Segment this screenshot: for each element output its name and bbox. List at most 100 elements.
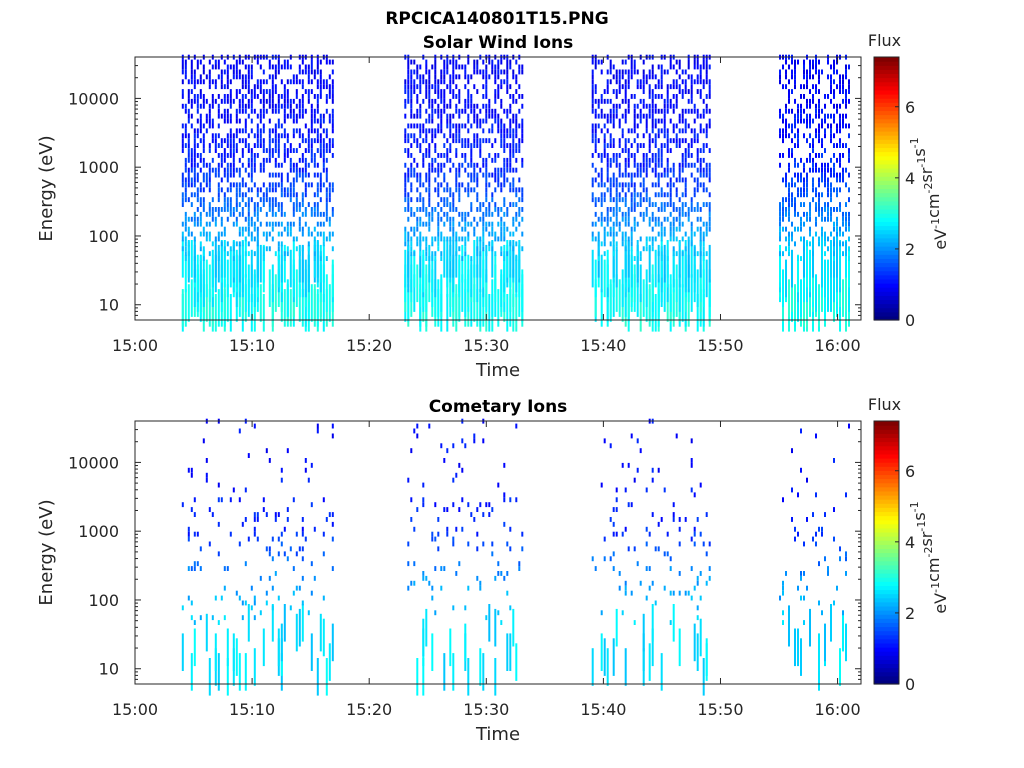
flux-mark bbox=[636, 84, 639, 90]
flux-mark bbox=[437, 192, 440, 198]
flux-mark bbox=[675, 264, 678, 303]
flux-mark bbox=[482, 84, 485, 90]
flux-mark bbox=[214, 240, 217, 278]
flux-mark bbox=[470, 108, 473, 114]
flux-mark bbox=[633, 94, 636, 99]
flux-mark bbox=[407, 216, 410, 222]
flux-mark bbox=[788, 94, 790, 99]
flux-mark bbox=[618, 118, 621, 124]
flux-mark bbox=[669, 566, 672, 571]
flux-mark bbox=[464, 216, 467, 222]
flux-mark bbox=[199, 221, 202, 227]
flux-mark bbox=[648, 113, 651, 119]
flux-mark bbox=[845, 240, 847, 278]
flux-mark bbox=[232, 633, 235, 671]
flux-mark bbox=[806, 69, 808, 75]
flux-mark bbox=[512, 167, 515, 173]
flux-mark bbox=[250, 177, 253, 183]
flux-mark bbox=[839, 556, 841, 562]
flux-mark bbox=[271, 221, 274, 227]
flux-mark bbox=[193, 162, 196, 168]
flux-mark bbox=[648, 566, 651, 571]
flux-mark bbox=[518, 246, 521, 252]
flux-mark bbox=[310, 462, 313, 468]
flux-mark bbox=[827, 236, 829, 242]
flux-mark bbox=[615, 89, 618, 94]
flux-mark bbox=[268, 103, 271, 109]
flux-mark bbox=[217, 123, 220, 129]
flux-mark bbox=[494, 658, 497, 696]
flux-mark bbox=[788, 153, 790, 158]
flux-mark bbox=[812, 98, 814, 104]
flux-mark bbox=[425, 133, 428, 139]
flux-mark bbox=[594, 113, 597, 119]
flux-mark bbox=[666, 157, 669, 163]
flux-mark bbox=[407, 148, 410, 153]
flux-mark bbox=[193, 211, 196, 217]
flux-mark bbox=[455, 74, 458, 80]
flux-mark bbox=[791, 192, 793, 198]
flux-mark bbox=[452, 236, 455, 242]
flux-mark bbox=[657, 521, 660, 527]
flux-mark bbox=[660, 162, 663, 168]
flux-mark bbox=[455, 108, 458, 114]
flux-mark bbox=[594, 177, 597, 183]
flux-mark bbox=[410, 79, 413, 85]
flux-mark bbox=[199, 79, 202, 85]
flux-mark bbox=[842, 167, 844, 173]
flux-mark bbox=[181, 143, 184, 148]
flux-mark bbox=[304, 123, 307, 129]
flux-mark bbox=[455, 240, 458, 278]
flux-mark bbox=[319, 211, 322, 217]
flux-mark bbox=[681, 207, 684, 212]
flux-mark bbox=[821, 531, 823, 537]
colorbar-step bbox=[874, 172, 899, 177]
flux-mark bbox=[488, 231, 491, 237]
flux-mark bbox=[500, 620, 503, 625]
flux-mark bbox=[657, 94, 660, 99]
flux-mark bbox=[226, 64, 229, 70]
flux-mark bbox=[485, 211, 488, 217]
flux-mark bbox=[512, 269, 515, 307]
flux-mark bbox=[630, 202, 633, 207]
flux-mark bbox=[696, 251, 699, 257]
flux-mark bbox=[307, 477, 310, 483]
flux-mark bbox=[702, 108, 705, 114]
flux-mark bbox=[833, 69, 835, 75]
flux-mark bbox=[196, 153, 199, 158]
flux-mark bbox=[699, 74, 702, 80]
flux-mark bbox=[304, 182, 307, 188]
flux-mark bbox=[830, 274, 832, 312]
flux-mark bbox=[446, 240, 449, 278]
flux-mark bbox=[809, 249, 811, 288]
flux-mark bbox=[672, 207, 675, 212]
flux-mark bbox=[274, 74, 277, 80]
flux-mark bbox=[488, 294, 491, 332]
flux-mark bbox=[506, 162, 509, 168]
flux-mark bbox=[830, 231, 832, 237]
flux-mark bbox=[648, 94, 651, 99]
flux-mark bbox=[594, 89, 597, 94]
flux-mark bbox=[833, 64, 835, 70]
flux-mark bbox=[259, 610, 262, 616]
flux-mark bbox=[467, 502, 470, 508]
flux-mark bbox=[253, 182, 256, 188]
flux-mark bbox=[509, 274, 512, 312]
flux-mark bbox=[205, 472, 208, 478]
flux-mark bbox=[428, 69, 431, 75]
flux-mark bbox=[280, 241, 283, 247]
flux-mark bbox=[654, 167, 657, 173]
flux-mark bbox=[485, 221, 488, 227]
colorbar-step bbox=[874, 622, 899, 628]
flux-mark bbox=[458, 279, 461, 317]
flux-mark bbox=[190, 279, 193, 317]
flux-mark bbox=[615, 182, 618, 188]
colorbar-step bbox=[874, 246, 899, 251]
flux-mark bbox=[633, 197, 636, 203]
flux-mark bbox=[633, 162, 636, 168]
flux-mark bbox=[467, 143, 470, 148]
flux-mark bbox=[512, 113, 515, 119]
flux-mark bbox=[848, 221, 850, 227]
flux-mark bbox=[419, 197, 422, 203]
flux-mark bbox=[304, 192, 307, 198]
